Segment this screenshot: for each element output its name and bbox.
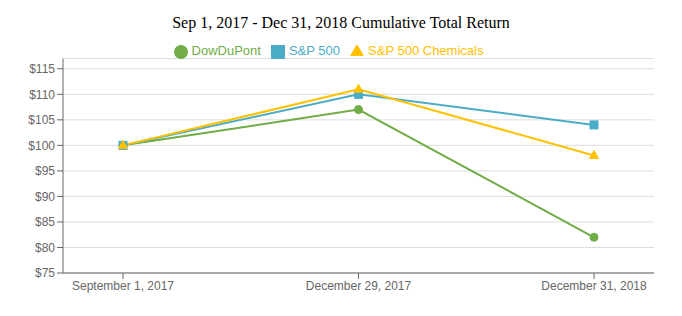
svg-text:September 1, 2017: September 1, 2017 [72,279,174,293]
html-text:S&P 500: S&P 500 [289,43,340,58]
svg-text:December 29, 2017: December 29, 2017 [306,279,412,293]
svg-text:$110: $110 [29,88,55,102]
svg-text:$80: $80 [35,241,55,255]
svg-text:$100: $100 [28,139,55,153]
svg-text:$85: $85 [35,215,55,229]
svg-text:$115: $115 [29,62,55,76]
svg-text:$105: $105 [28,113,55,127]
html-text:S&P 500 Chemicals: S&P 500 Chemicals [368,43,484,58]
html-text:Sep 1, 2017 - Dec 31, 2018 Cum: Sep 1, 2017 - Dec 31, 2018 Cumulative To… [172,14,510,31]
svg-text:December 31, 2018: December 31, 2018 [541,279,647,293]
svg-text:$95: $95 [35,164,55,178]
svg-text:$75: $75 [35,266,55,280]
svg-text:$90: $90 [35,190,55,204]
html-text:DowDuPont: DowDuPont [191,43,261,58]
